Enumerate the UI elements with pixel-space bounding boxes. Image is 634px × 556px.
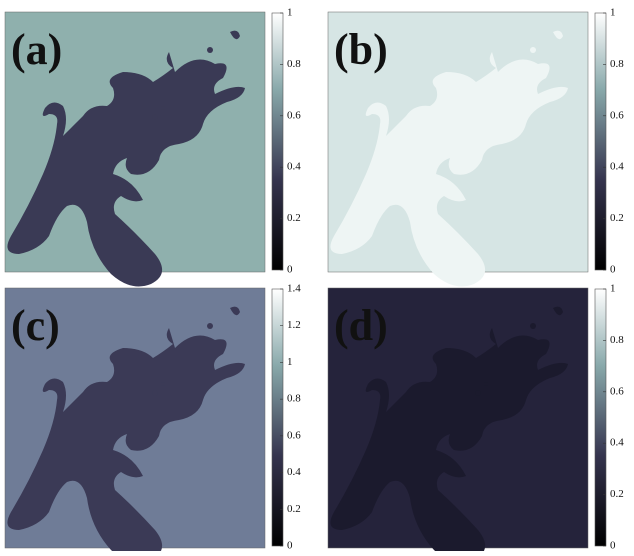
colorbar-tick-label: 0.8 [287, 58, 301, 70]
colorbar-tick-label: 0.4 [610, 437, 624, 449]
colorbar-tick-label: 1 [287, 7, 293, 19]
colorbar [595, 289, 606, 546]
colorbar-tick-label: 0 [610, 540, 616, 551]
colorbar-tick-label: 0.8 [287, 393, 301, 405]
colorbar-tick-label: 1 [610, 7, 616, 19]
colorbar-tick-label: 0.6 [610, 385, 624, 397]
colorbar-tick-label: 0.2 [287, 503, 301, 515]
colorbar-tick-label: 0.8 [610, 334, 624, 346]
colorbar-tick-label: 0 [287, 540, 293, 551]
panel-label: (d) [334, 301, 388, 350]
colorbar-tick-label: 0.2 [287, 212, 301, 224]
panel-label: (c) [11, 301, 60, 350]
colorbar-tick-label: 0.2 [610, 488, 624, 500]
colorbar-tick-label: 0.6 [287, 429, 301, 441]
colorbar-tick-label: 1.4 [287, 283, 301, 295]
panel-label: (a) [11, 25, 62, 74]
figure: (a) 0 0.2 0.4 0.6 0.8 1 (b) 0 0.2 0.4 0.6 0.8 1 (c) 0 0.… [0, 0, 634, 551]
colorbar-tick-label: 0.4 [287, 161, 301, 173]
colorbar-tick-label: 0.8 [610, 58, 624, 70]
colorbar-tick-label: 1 [287, 356, 293, 368]
colorbar [272, 13, 283, 270]
colorbar [272, 289, 283, 546]
colorbar-tick-label: 0.4 [610, 161, 624, 173]
panel-label: (b) [334, 25, 388, 74]
colorbar-tick-label: 0 [287, 264, 293, 276]
colorbar-tick-label: 0.2 [610, 212, 624, 224]
colorbar-tick-label: 0.6 [287, 109, 301, 121]
colorbar-tick-label: 0 [610, 264, 616, 276]
colorbar-tick-label: 0.4 [287, 466, 301, 478]
colorbar-tick-label: 1 [610, 283, 616, 295]
colorbar [595, 13, 606, 270]
colorbar-tick-label: 0.6 [610, 109, 624, 121]
colorbar-tick-label: 1.2 [287, 319, 301, 331]
